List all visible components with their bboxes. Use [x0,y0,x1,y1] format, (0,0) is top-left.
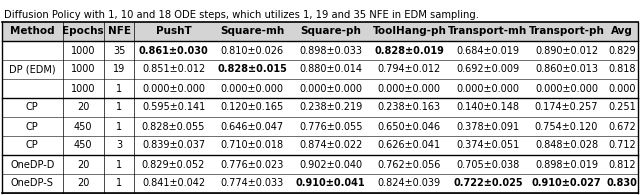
Text: 0.238±0.219: 0.238±0.219 [299,103,362,113]
Text: 20: 20 [77,160,90,169]
Text: 0.874±0.022: 0.874±0.022 [299,141,362,151]
Text: 0.828±0.019: 0.828±0.019 [374,45,444,56]
Text: 0.880±0.014: 0.880±0.014 [300,65,362,74]
Text: ToolHang-ph: ToolHang-ph [372,27,446,36]
Text: 0.000±0.000: 0.000±0.000 [378,83,441,93]
Text: 1: 1 [116,103,122,113]
Text: 0.238±0.163: 0.238±0.163 [378,103,441,113]
Text: 0.722±0.025: 0.722±0.025 [453,178,523,189]
Text: 1: 1 [116,83,122,93]
Text: 0.774±0.033: 0.774±0.033 [221,178,284,189]
Text: 35: 35 [113,45,125,56]
Bar [2,22,638,41]
Text: 1000: 1000 [71,65,95,74]
Text: 0.829: 0.829 [608,45,636,56]
Text: 0.841±0.042: 0.841±0.042 [142,178,205,189]
Text: 0.684±0.019: 0.684±0.019 [456,45,520,56]
Text: CP: CP [26,141,39,151]
Text: Avg: Avg [611,27,633,36]
Text: 0.890±0.012: 0.890±0.012 [535,45,598,56]
Text: 0.898±0.019: 0.898±0.019 [535,160,598,169]
Text: 0.910±0.027: 0.910±0.027 [532,178,602,189]
Text: OneDP-D: OneDP-D [10,160,54,169]
Text: 0.824±0.039: 0.824±0.039 [378,178,441,189]
Text: 0.595±0.141: 0.595±0.141 [142,103,205,113]
Text: 19: 19 [113,65,125,74]
Text: 0.810±0.026: 0.810±0.026 [221,45,284,56]
Text: 0.710±0.018: 0.710±0.018 [221,141,284,151]
Text: 0.140±0.148: 0.140±0.148 [456,103,520,113]
Text: 0.762±0.056: 0.762±0.056 [378,160,441,169]
Text: 1: 1 [116,121,122,131]
Text: 0.898±0.033: 0.898±0.033 [300,45,362,56]
Text: 0.910±0.041: 0.910±0.041 [296,178,365,189]
Text: 0.000±0.000: 0.000±0.000 [142,83,205,93]
Text: 450: 450 [74,121,93,131]
Text: 0.812: 0.812 [608,160,636,169]
Text: 0.828±0.015: 0.828±0.015 [217,65,287,74]
Text: Epochs: Epochs [63,27,104,36]
Text: 0.830: 0.830 [607,178,637,189]
Text: 0.650±0.046: 0.650±0.046 [378,121,441,131]
Text: 0.692±0.009: 0.692±0.009 [456,65,520,74]
Text: Method: Method [10,27,54,36]
Text: 0.794±0.012: 0.794±0.012 [378,65,441,74]
Text: DP (EDM): DP (EDM) [9,65,56,74]
Text: 0.374±0.051: 0.374±0.051 [456,141,520,151]
Text: 0.120±0.165: 0.120±0.165 [221,103,284,113]
Text: NFE: NFE [108,27,131,36]
Text: 0.000: 0.000 [608,83,636,93]
Text: 0.000±0.000: 0.000±0.000 [456,83,520,93]
Text: 0.754±0.120: 0.754±0.120 [535,121,598,131]
Text: 0.251: 0.251 [608,103,636,113]
Text: PushT: PushT [156,27,191,36]
Text: Transport-mh: Transport-mh [448,27,527,36]
Text: 450: 450 [74,141,93,151]
Text: Square-ph: Square-ph [300,27,361,36]
Text: 20: 20 [77,178,90,189]
Text: OneDP-S: OneDP-S [11,178,54,189]
Text: 0.902±0.040: 0.902±0.040 [299,160,362,169]
Text: 0.829±0.052: 0.829±0.052 [142,160,205,169]
Text: 0.851±0.012: 0.851±0.012 [142,65,205,74]
Text: 0.378±0.091: 0.378±0.091 [456,121,520,131]
Text: 1: 1 [116,178,122,189]
Text: 20: 20 [77,103,90,113]
Text: 0.776±0.023: 0.776±0.023 [220,160,284,169]
Text: 0.712: 0.712 [608,141,636,151]
Text: 0.646±0.047: 0.646±0.047 [221,121,284,131]
Text: 0.776±0.055: 0.776±0.055 [299,121,362,131]
Text: 0.626±0.041: 0.626±0.041 [378,141,441,151]
Text: 1000: 1000 [71,83,95,93]
Text: Diffusion Policy with 1, 10 and 18 ODE steps, which utilizes 1, 19 and 35 NFE in: Diffusion Policy with 1, 10 and 18 ODE s… [4,10,479,20]
Text: CP: CP [26,121,39,131]
Text: Square-mh: Square-mh [220,27,284,36]
Text: 0.000±0.000: 0.000±0.000 [535,83,598,93]
Text: 0.705±0.038: 0.705±0.038 [456,160,520,169]
Text: 0.860±0.013: 0.860±0.013 [535,65,598,74]
Text: 0.828±0.055: 0.828±0.055 [142,121,205,131]
Text: Transport-ph: Transport-ph [529,27,604,36]
Text: 3: 3 [116,141,122,151]
Text: 0.839±0.037: 0.839±0.037 [142,141,205,151]
Text: 0.000±0.000: 0.000±0.000 [300,83,362,93]
Text: 0.174±0.257: 0.174±0.257 [535,103,598,113]
Text: 0.861±0.030: 0.861±0.030 [139,45,209,56]
Text: 1: 1 [116,160,122,169]
Text: 0.848±0.028: 0.848±0.028 [535,141,598,151]
Text: 1000: 1000 [71,45,95,56]
Text: CP: CP [26,103,39,113]
Text: 0.000±0.000: 0.000±0.000 [221,83,284,93]
Text: 0.818: 0.818 [608,65,636,74]
Text: 0.672: 0.672 [608,121,636,131]
